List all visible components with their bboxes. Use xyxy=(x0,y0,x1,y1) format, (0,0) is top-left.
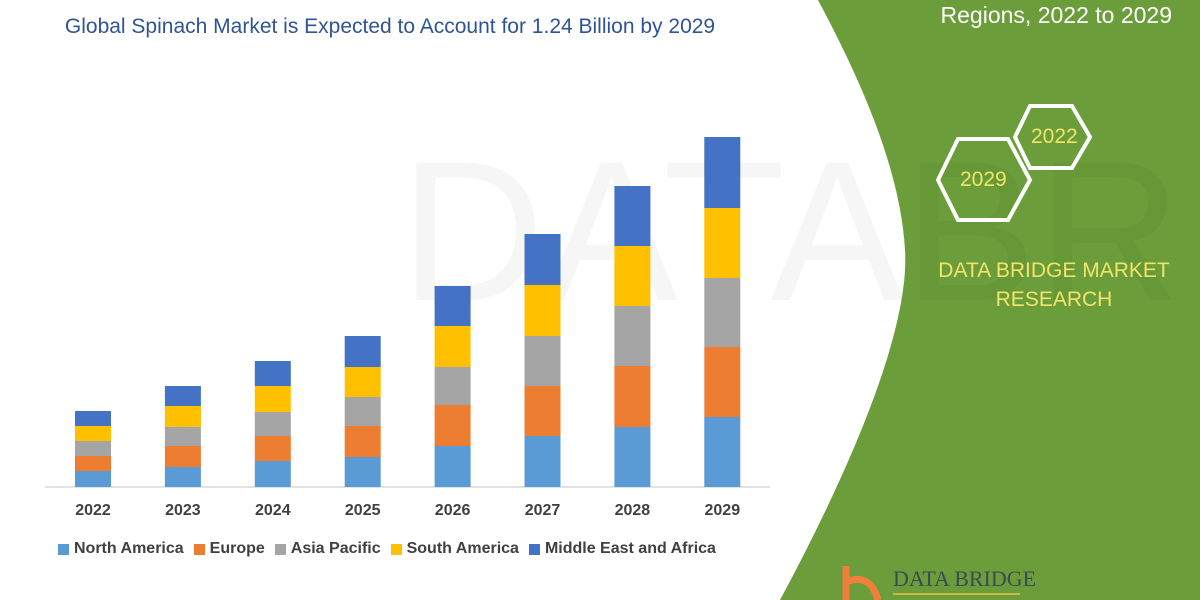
bar-segment-2029-asia-pacific xyxy=(704,278,741,347)
x-tick-label: 2025 xyxy=(344,502,381,519)
bar-segment-2026-europe xyxy=(434,405,471,446)
bar-segment-2027-asia-pacific xyxy=(524,336,561,386)
bar-segment-2023-europe xyxy=(164,446,201,467)
legend-swatch xyxy=(390,543,402,555)
x-tick-label: 2027 xyxy=(524,502,561,519)
bar-segment-2023-south-america xyxy=(164,406,201,427)
legend-item: Middle East and Africa xyxy=(528,540,716,558)
bar-segment-2028-europe xyxy=(614,366,651,427)
legend-swatch xyxy=(193,543,205,555)
legend-label: North America xyxy=(74,540,184,557)
bar-segment-2024-middle-east-and-africa xyxy=(254,361,291,386)
legend-item: Europe xyxy=(193,540,265,558)
x-tick-label: 2028 xyxy=(614,502,651,519)
bar-segment-2022-middle-east-and-africa xyxy=(75,411,111,426)
bar-segment-2029-north-america xyxy=(704,417,741,487)
bar-segment-2025-south-america xyxy=(344,367,381,397)
legend-swatch xyxy=(274,543,286,555)
chart-title: Global Spinach Market is Expected to Acc… xyxy=(64,15,716,38)
hexagon-2022 xyxy=(1012,104,1093,170)
logo-text: DATA BRIDGE xyxy=(893,566,1037,591)
bar-segment-2022-europe xyxy=(75,456,111,471)
bar-segment-2029-south-america xyxy=(704,208,741,278)
bar-segment-2026-asia-pacific xyxy=(434,367,471,405)
bar-segment-2022-asia-pacific xyxy=(75,441,111,456)
legend-item: Asia Pacific xyxy=(274,540,381,558)
bar-segment-2025-middle-east-and-africa xyxy=(344,336,381,367)
legend-item: North America xyxy=(58,540,184,558)
hexagon-2029 xyxy=(935,137,1033,222)
bar-segment-2024-south-america xyxy=(254,386,291,412)
bar-segment-2028-north-america xyxy=(614,427,651,487)
bar-segment-2029-europe xyxy=(704,347,741,417)
bar-segment-2022-south-america xyxy=(75,426,111,441)
bar-segment-2029-middle-east-and-africa xyxy=(704,137,741,208)
bar-segment-2023-asia-pacific xyxy=(164,427,201,446)
x-tick-label: 2026 xyxy=(434,502,471,519)
bar-segment-2027-europe xyxy=(524,386,561,436)
x-tick-label: 2023 xyxy=(165,502,201,519)
legend-label: Asia Pacific xyxy=(290,540,381,557)
bar-segment-2024-asia-pacific xyxy=(254,412,291,436)
x-tick-label: 2029 xyxy=(704,502,741,519)
bar-segment-2024-north-america xyxy=(254,461,291,487)
legend-label: Middle East and Africa xyxy=(544,540,716,557)
bar-segment-2023-middle-east-and-africa xyxy=(164,386,201,406)
bar-segment-2027-south-america xyxy=(524,285,561,336)
bar-segment-2025-europe xyxy=(344,426,381,457)
x-tick-label: 2024 xyxy=(255,502,291,519)
bar-segment-2025-north-america xyxy=(344,457,381,487)
bar-segment-2025-asia-pacific xyxy=(344,397,381,426)
bar-segment-2023-north-america xyxy=(164,467,201,487)
bar-segment-2022-north-america xyxy=(75,471,111,487)
bar-segment-2024-europe xyxy=(254,436,291,461)
bar-segment-2026-south-america xyxy=(434,326,471,367)
hex-label-2022: 2022 xyxy=(1031,125,1078,148)
legend-swatch xyxy=(58,543,69,555)
bar-segment-2028-asia-pacific xyxy=(614,306,651,366)
x-tick-label: 2022 xyxy=(75,502,111,519)
legend-label: Europe xyxy=(209,540,265,557)
logo-mark-icon xyxy=(842,566,882,600)
bar-segment-2028-middle-east-and-africa xyxy=(614,186,651,246)
legend-item: South America xyxy=(390,540,519,558)
bar-segment-2026-north-america xyxy=(434,446,471,487)
bar-segment-2027-north-america xyxy=(524,436,561,487)
legend-label: South America xyxy=(406,540,519,557)
legend: North America Europe Asia Pacific South Ame… xyxy=(58,540,716,558)
legend-swatch xyxy=(528,543,540,555)
bar-segment-2027-middle-east-and-africa xyxy=(524,234,561,285)
green-side-panel xyxy=(780,0,1200,600)
hex-label-2029: 2029 xyxy=(960,168,1007,191)
side-panel-heading: Regions, 2022 to 2029 xyxy=(940,2,1172,28)
brand-text: DATA BRIDGE MARKET RESEARCH xyxy=(938,259,1170,311)
bar-segment-2026-middle-east-and-africa xyxy=(434,286,471,326)
bar-segment-2028-south-america xyxy=(614,246,651,306)
